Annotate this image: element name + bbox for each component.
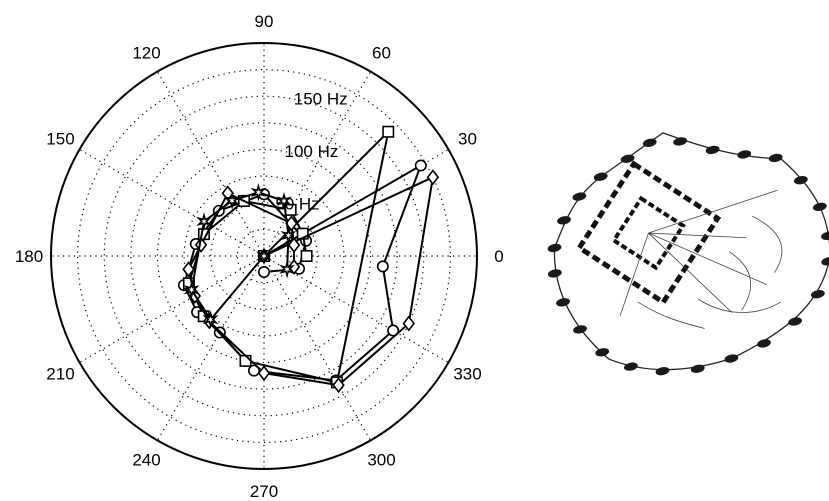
grid-circle-25	[236, 228, 292, 284]
doily-bead	[673, 137, 688, 146]
square-marker	[300, 250, 313, 263]
series-line-star	[190, 191, 290, 321]
square-marker	[239, 354, 252, 367]
doily-bead	[557, 216, 571, 225]
doily-bead	[690, 364, 705, 373]
grid-circle-50	[210, 202, 318, 310]
doily-bead	[556, 298, 570, 307]
doily-bead	[547, 243, 562, 253]
doily-bead	[757, 339, 771, 348]
square-marker	[382, 125, 395, 138]
polar-plot: 0 30 60 90 120 150 180 210 240 270 300 330 50 Hz 100…	[15, 12, 504, 501]
star-marker	[202, 310, 219, 329]
star-marker	[250, 183, 267, 202]
star-marker	[279, 260, 295, 279]
angle-label-0: 0	[494, 247, 503, 266]
angle-label-120: 120	[132, 43, 160, 62]
series-layer	[177, 125, 440, 394]
star-marker	[276, 191, 292, 211]
doily-bead	[768, 153, 783, 163]
grid-circle-75	[183, 175, 345, 337]
doily-bead	[737, 150, 752, 159]
circle-marker	[387, 324, 400, 337]
circle-marker	[376, 260, 389, 273]
diamond-marker	[287, 237, 301, 254]
doily-bead	[810, 289, 825, 299]
doily-bead	[547, 269, 562, 278]
grid-spoke-300	[263, 255, 372, 441]
diamond-marker	[182, 261, 195, 278]
diamond-marker	[426, 169, 440, 186]
diamond-marker	[257, 365, 271, 382]
angle-label-300: 300	[367, 451, 395, 470]
angle-label-330: 330	[453, 365, 481, 384]
radial-label-150: 150 Hz	[294, 90, 348, 109]
doily-bead	[595, 348, 610, 357]
doily-bead	[655, 366, 670, 376]
diamond-marker	[285, 215, 298, 232]
angle-label-210: 210	[46, 365, 74, 384]
doily-bead	[623, 362, 638, 371]
doily-bead	[812, 202, 827, 212]
angle-label-240: 240	[132, 451, 160, 470]
doily-bead	[572, 192, 587, 201]
polar-outer-ring	[50, 42, 478, 470]
doily-bead	[821, 257, 829, 266]
doily-bead	[573, 325, 587, 334]
star-marker	[224, 191, 240, 210]
doily-bead	[793, 176, 808, 185]
doily-bead	[705, 145, 720, 155]
doily-bead	[724, 354, 739, 363]
grid-circle-175	[77, 69, 451, 443]
doily-bead	[642, 138, 657, 147]
angle-label-60: 60	[372, 43, 391, 62]
grid-circle-100	[156, 148, 372, 364]
diamond-marker	[402, 315, 415, 332]
star-marker	[255, 246, 273, 266]
doily-bead	[821, 231, 829, 240]
polar-grid	[51, 43, 477, 469]
angle-label-180: 180	[15, 247, 43, 266]
angle-label-150: 150	[46, 130, 74, 149]
circle-marker	[247, 364, 260, 377]
angle-label-270: 270	[250, 482, 278, 501]
series-star	[183, 183, 297, 329]
doily-bead	[593, 172, 608, 181]
radial-label-50: 50 Hz	[275, 195, 319, 214]
diamond-marker	[332, 377, 345, 394]
angle-tick-labels: 0 30 60 90 120 150 180 210 240 270 300 330	[15, 12, 504, 501]
angle-label-90: 90	[255, 12, 274, 31]
star-marker	[196, 212, 212, 231]
radial-tick-labels: 50 Hz 100 Hz 150 Hz	[275, 90, 347, 214]
grid-spoke-240	[156, 255, 265, 441]
circle-marker	[414, 159, 427, 172]
doily-bead	[620, 154, 635, 163]
circle-marker	[257, 265, 270, 278]
grid-circle-125	[130, 122, 398, 390]
star-marker	[183, 280, 200, 299]
doily-bead	[788, 317, 802, 326]
star-marker	[280, 226, 297, 245]
radial-label-100: 100 Hz	[284, 142, 338, 161]
angle-label-30: 30	[458, 130, 477, 149]
lace-doily-drawing-icon	[547, 132, 829, 376]
